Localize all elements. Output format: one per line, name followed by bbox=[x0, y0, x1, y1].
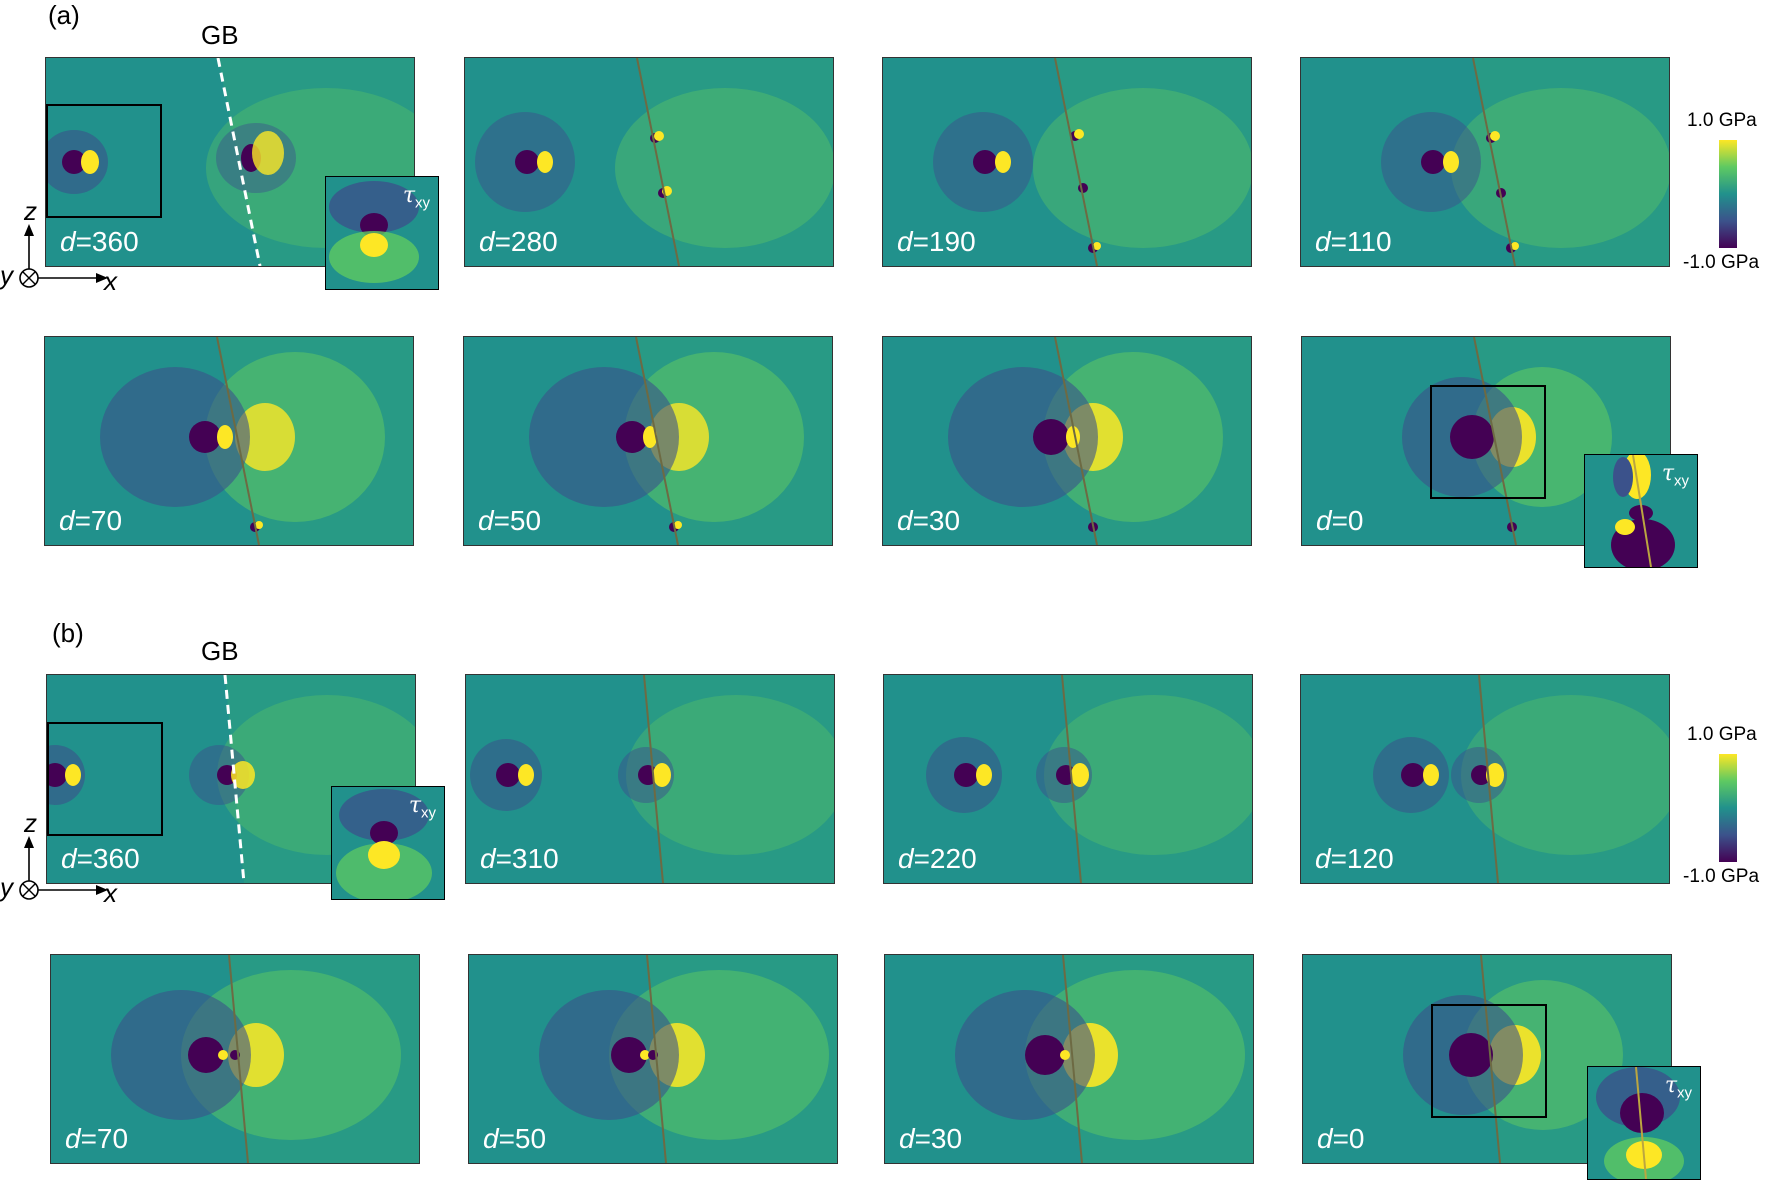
inset-stress-label: τxy bbox=[1661, 461, 1689, 490]
distance-label: d=30 bbox=[897, 505, 961, 536]
part-a-label: (a) bbox=[48, 0, 80, 30]
inset-a-8: τxy bbox=[1584, 454, 1698, 568]
panel-b-2: d=310 bbox=[465, 674, 835, 884]
axis-z-label: z bbox=[24, 196, 37, 226]
panel-a-6: d=50 bbox=[463, 336, 833, 546]
colorbar-gradient bbox=[1719, 140, 1737, 248]
inset-b-8: τxy bbox=[1587, 1066, 1701, 1180]
distance-label: d=50 bbox=[483, 1123, 547, 1154]
distance-label: d=190 bbox=[897, 226, 976, 257]
distance-label: d=310 bbox=[480, 843, 559, 874]
inset-stress-label: τxy bbox=[1664, 1073, 1692, 1102]
colorbar-min-label: -1.0 GPa bbox=[1683, 252, 1760, 273]
panel-b-7: d=30 bbox=[884, 954, 1254, 1164]
distance-label: d=360 bbox=[60, 226, 139, 257]
panel-b-6: d=50 bbox=[468, 954, 838, 1164]
panel-b-4: d=120 bbox=[1300, 674, 1670, 884]
distance-label: d=50 bbox=[478, 505, 542, 536]
colorbar-a: 1.0 GPa -1.0 GPa bbox=[1683, 110, 1759, 273]
part-b-label: (b) bbox=[52, 618, 84, 648]
axis-x-label: x bbox=[104, 266, 117, 296]
axis-y-label: y bbox=[0, 872, 13, 902]
distance-label: d=0 bbox=[1316, 505, 1364, 536]
zoom-region-box bbox=[47, 722, 163, 836]
axis-z-label: z bbox=[24, 808, 37, 838]
stress-map bbox=[46, 58, 414, 266]
inset-stress-label: τxy bbox=[402, 183, 430, 212]
distance-label: d=110 bbox=[1315, 226, 1392, 257]
distance-label: d=30 bbox=[899, 1123, 963, 1154]
distance-label: d=70 bbox=[59, 505, 123, 536]
colorbar-max-label: 1.0 GPa bbox=[1687, 110, 1757, 131]
axes-indicator-b: z y x bbox=[0, 808, 120, 908]
panel-a-3: d=190 bbox=[882, 57, 1252, 267]
panel-a-1: d=360 bbox=[45, 57, 415, 267]
colorbar-max-label: 1.0 GPa bbox=[1687, 724, 1757, 745]
distance-label: d=280 bbox=[479, 226, 558, 257]
distance-label: d=360 bbox=[61, 843, 140, 874]
panel-b-3: d=220 bbox=[883, 674, 1253, 884]
axis-x-label: x bbox=[104, 878, 117, 908]
axis-y-label: y bbox=[0, 260, 13, 290]
distance-label: d=220 bbox=[898, 843, 977, 874]
colorbar-b: 1.0 GPa -1.0 GPa bbox=[1683, 724, 1759, 887]
panel-a-4: d=110 bbox=[1300, 57, 1670, 267]
grain-boundary-label-a: GB bbox=[201, 20, 239, 50]
inset-b-1: τxy bbox=[331, 786, 445, 900]
grain-boundary-label-b: GB bbox=[201, 636, 239, 666]
zoom-region-box bbox=[1431, 1004, 1547, 1118]
panel-a-5: d=70 bbox=[44, 336, 414, 546]
distance-label: d=120 bbox=[1315, 843, 1394, 874]
colorbar-min-label: -1.0 GPa bbox=[1683, 866, 1760, 887]
axes-indicator-a: z y x bbox=[0, 196, 120, 296]
panel-a-2: d=280 bbox=[464, 57, 834, 267]
zoom-region-box bbox=[46, 104, 162, 218]
panel-b-5: d=70 bbox=[50, 954, 420, 1164]
inset-a-1: τxy bbox=[325, 176, 439, 290]
colorbar-gradient bbox=[1719, 754, 1737, 862]
inset-stress-label: τxy bbox=[408, 793, 436, 822]
zoom-region-box bbox=[1430, 385, 1546, 499]
panel-a-7: d=30 bbox=[882, 336, 1252, 546]
distance-label: d=0 bbox=[1317, 1123, 1365, 1154]
distance-label: d=70 bbox=[65, 1123, 129, 1154]
